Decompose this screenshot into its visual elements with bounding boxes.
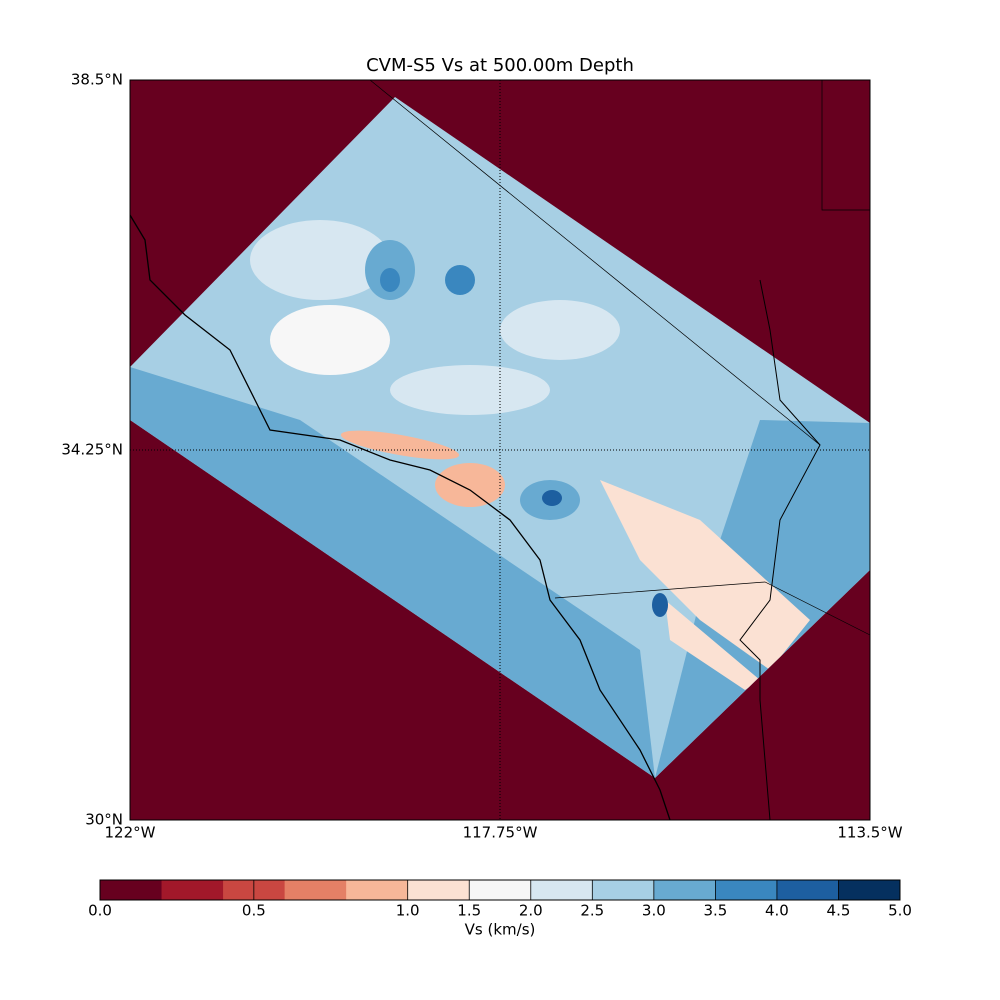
chart-title: CVM-S5 Vs at 500.00m Depth — [366, 55, 634, 76]
colorbar-segment — [715, 880, 778, 900]
colorbar-segment — [284, 880, 347, 900]
colorbar-segment — [776, 880, 839, 900]
colorbar-tick-label: 3.5 — [703, 902, 727, 920]
colorbar-segment — [530, 880, 593, 900]
colorbar-segment — [653, 880, 716, 900]
colorbar-segment — [346, 880, 409, 900]
frame — [129, 79, 871, 821]
colorbar-tick-label: 1.0 — [396, 902, 420, 920]
colorbar-frame — [99, 879, 901, 901]
y-tick-label: 34.25°N — [61, 441, 123, 459]
colorbar-tick-label: 3.0 — [642, 902, 666, 920]
colorbar-tick-label: 4.5 — [827, 902, 851, 920]
colorbar-tick-label: 0.0 — [88, 902, 112, 920]
colorbar-tick-label: 5.0 — [888, 902, 912, 920]
colorbar-tick-label: 2.5 — [580, 902, 604, 920]
colorbar-tick-label: 0.5 — [242, 902, 266, 920]
colorbar-segment — [100, 880, 163, 900]
y-tick-label: 30°N — [85, 811, 123, 829]
coastline — [129, 214, 671, 821]
colorbar-segment — [407, 880, 470, 900]
state-border — [369, 79, 871, 636]
y-tick-label: 38.5°N — [71, 71, 123, 89]
x-tick-label: 113.5°W — [837, 824, 902, 842]
colorbar-tick-label: 4.0 — [765, 902, 789, 920]
colorbar-segment — [161, 880, 224, 900]
colorbar-segment — [592, 880, 655, 900]
coastline — [739, 279, 821, 821]
x-tick-label: 117.75°W — [463, 824, 538, 842]
colorbar-tick-label: 2.0 — [519, 902, 543, 920]
colorbar-segment — [838, 880, 901, 900]
colorbar-segment — [469, 880, 532, 900]
x-tick-label: 122°W — [105, 824, 156, 842]
colorbar-label: Vs (km/s) — [465, 921, 536, 939]
colorbar-tick-label: 1.5 — [457, 902, 481, 920]
